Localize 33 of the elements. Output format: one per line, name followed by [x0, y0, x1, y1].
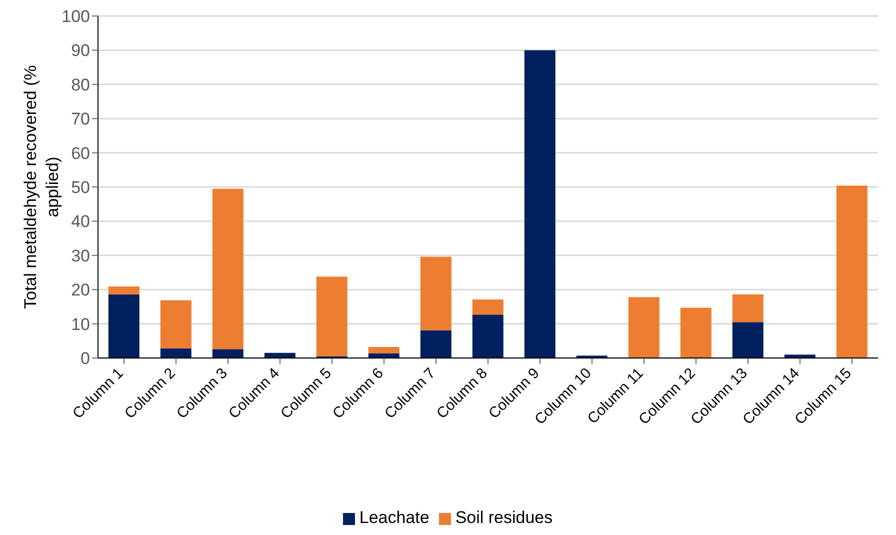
y-tick-label: 0 [80, 349, 90, 368]
bar [212, 188, 244, 350]
bar [732, 294, 764, 322]
bar [420, 256, 452, 330]
y-tick-label: 100 [62, 7, 90, 26]
bar [160, 300, 192, 348]
bar [732, 322, 764, 358]
bar [368, 353, 400, 358]
legend-label: Leachate [359, 508, 430, 527]
bar [420, 330, 452, 358]
bar [472, 314, 504, 358]
bar [108, 286, 140, 294]
bar [836, 186, 868, 358]
bar [628, 297, 660, 358]
bar [108, 294, 140, 358]
bar [212, 349, 244, 358]
bar [316, 276, 348, 356]
bar [680, 308, 712, 358]
y-axis-title: Total metaldehyde recovered (% applied) [21, 65, 62, 309]
y-tick-label: 10 [71, 314, 90, 334]
bar [160, 348, 192, 358]
y-tick-label: 50 [71, 178, 90, 198]
y-tick-label: 90 [71, 41, 90, 60]
y-tick-label: 40 [71, 212, 90, 232]
y-tick-label: 20 [71, 280, 90, 300]
y-tick-label: 70 [71, 110, 90, 129]
y-tick-label: 60 [71, 144, 90, 163]
y-tick-label: 30 [71, 246, 90, 266]
bar [368, 347, 400, 354]
bar [472, 300, 504, 315]
y-tick-label: 80 [71, 75, 90, 94]
bar [524, 50, 556, 358]
legend-label: Soil residues [455, 508, 553, 527]
